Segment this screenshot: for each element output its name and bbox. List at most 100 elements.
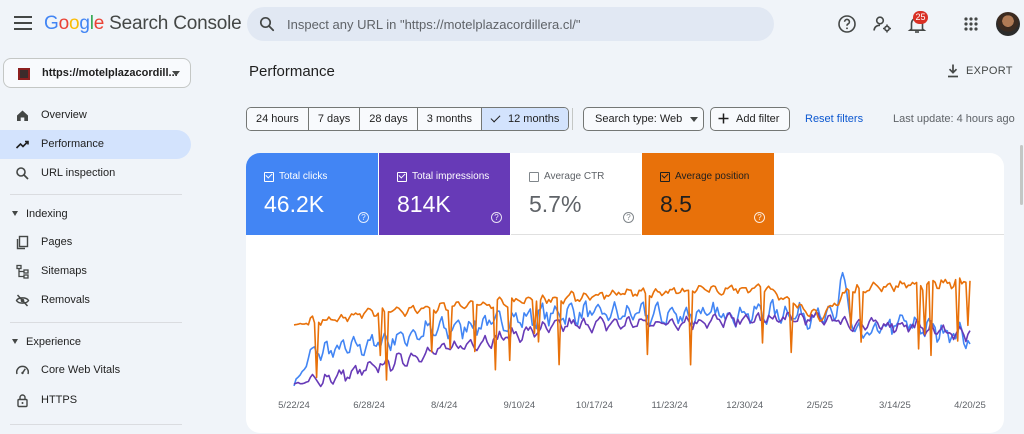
metric-total-clicks[interactable]: Total clicks 46.2K ? (246, 153, 378, 235)
check-icon (490, 112, 501, 123)
help-icon[interactable]: ? (491, 212, 502, 223)
metric-name: Total clicks (279, 171, 328, 182)
range-label: 3 months (426, 113, 473, 125)
x-tick-label: 8/4/24 (431, 400, 457, 411)
metric-average-position[interactable]: Average position 8.5 ? (642, 153, 774, 235)
trending-up-icon (15, 140, 29, 149)
sidebar-item-performance[interactable]: Performance (0, 130, 191, 159)
sidebar-item-label: Performance (41, 138, 104, 150)
sidebar-section-indexing[interactable]: Indexing (0, 203, 191, 225)
x-tick-label: 12/30/24 (726, 400, 763, 411)
toolbar-separator (572, 108, 573, 130)
logo-letter: l (89, 13, 94, 34)
help-icon[interactable]: ? (623, 212, 634, 223)
metric-value: 814K (397, 191, 451, 217)
add-filter-button[interactable]: Add filter (710, 107, 790, 131)
scrollbar[interactable] (1020, 145, 1023, 205)
add-filter-label: Add filter (736, 113, 780, 125)
range-label: 24 hours (256, 113, 299, 125)
sidebar-item-url-inspection[interactable]: URL inspection (0, 159, 191, 188)
performance-line-chart[interactable]: 5/22/24 6/28/24 8/4/24 9/10/24 10/17/24 11/23… (246, 235, 1004, 433)
app-logo[interactable]: Google Search Console (44, 13, 242, 35)
sidebar-item-label: Overview (41, 109, 87, 121)
site-favicon (18, 68, 30, 80)
sidebar-item-overview[interactable]: Overview (0, 101, 191, 130)
visibility-off-icon (15, 294, 30, 307)
sidebar-item-label: Sitemaps (41, 265, 87, 277)
home-icon (17, 110, 28, 121)
notification-count-badge: 25 (913, 11, 928, 24)
caret-down-icon (12, 339, 18, 344)
sidebar-item-core-web-vitals[interactable]: Core Web Vitals (0, 356, 191, 385)
sidebar-item-label: Core Web Vitals (41, 364, 121, 376)
search-icon (259, 16, 275, 32)
series-line-average-position[interactable] (293, 277, 971, 381)
checkbox-checked-icon[interactable] (660, 172, 670, 182)
arrow-drop-down-icon (690, 117, 698, 122)
sidebar-item-label: Removals (41, 294, 90, 306)
manage-accounts-icon[interactable] (871, 13, 893, 35)
x-tick-label: 3/14/25 (879, 400, 911, 411)
property-label: https://motelplazacordill... (42, 67, 178, 79)
range-7-days[interactable]: 7 days (308, 108, 361, 130)
x-tick-label: 2/5/25 (807, 400, 833, 411)
metric-total-impressions[interactable]: Total impressions 814K ? (379, 153, 510, 235)
range-24-hours[interactable]: 24 hours (247, 108, 309, 130)
sidebar-item-pages[interactable]: Pages (0, 228, 191, 257)
checkbox-checked-icon[interactable] (397, 172, 407, 182)
property-selector[interactable]: https://motelplazacordill... (3, 58, 191, 88)
series-line-total-impressions[interactable] (293, 311, 971, 388)
range-12-months[interactable]: 12 months (482, 108, 569, 130)
help-icon[interactable]: ? (358, 212, 369, 223)
speedometer-icon (15, 365, 30, 375)
sidebar-item-sitemaps[interactable]: Sitemaps (0, 257, 191, 286)
metric-name: Total impressions (412, 171, 490, 182)
page-title: Performance (249, 63, 335, 80)
last-update-text: Last update: 4 hours ago (893, 113, 1015, 125)
checkbox-checked-icon[interactable] (264, 172, 274, 182)
account-avatar[interactable] (996, 12, 1020, 36)
x-tick-label: 10/17/24 (576, 400, 613, 411)
logo-letter: o (68, 13, 80, 34)
x-tick-label: 11/23/24 (651, 400, 687, 411)
url-inspection-search[interactable] (247, 7, 774, 41)
sidebar-divider (10, 194, 182, 195)
lock-icon (17, 394, 28, 408)
logo-letter: e (93, 13, 105, 34)
pages-icon (16, 235, 29, 250)
apps-grid-icon[interactable] (960, 13, 982, 35)
logo-letter: g (79, 13, 90, 34)
sidebar-item-label: HTTPS (41, 394, 78, 406)
range-28-days[interactable]: 28 days (360, 108, 418, 130)
search-type-dropdown[interactable]: Search type: Web (583, 107, 704, 131)
x-tick-label: 5/22/24 (278, 400, 310, 411)
x-tick-label: 4/20/25 (954, 400, 986, 411)
menu-icon[interactable] (14, 16, 32, 30)
logo-letter: G (44, 13, 59, 34)
sidebar-divider (10, 322, 182, 323)
export-label: EXPORT (966, 65, 1013, 77)
help-icon[interactable] (836, 13, 858, 35)
metric-name: Average CTR (544, 171, 605, 182)
search-input[interactable] (287, 7, 757, 41)
range-3-months[interactable]: 3 months (417, 108, 483, 130)
plus-icon (718, 113, 729, 124)
section-title: Indexing (26, 208, 68, 220)
search-type-label: Search type: Web (595, 113, 683, 125)
sidebar-divider (10, 424, 182, 425)
series-line-total-clicks[interactable] (293, 271, 971, 387)
checkbox-unchecked-icon[interactable] (529, 172, 539, 182)
x-tick-label: 9/10/24 (503, 400, 535, 411)
performance-chart-card: Total clicks 46.2K ? Total impressions 8… (246, 153, 1004, 433)
chevron-down-icon (172, 71, 180, 76)
section-title: Experience (26, 336, 82, 348)
sidebar-item-https[interactable]: HTTPS (0, 386, 191, 415)
sidebar-item-label: URL inspection (41, 167, 116, 179)
help-icon[interactable]: ? (754, 212, 765, 223)
sidebar-item-removals[interactable]: Removals (0, 286, 191, 315)
metric-average-ctr[interactable]: Average CTR 5.7% ? (511, 153, 641, 235)
range-label: 7 days (317, 113, 351, 125)
sidebar-section-experience[interactable]: Experience (0, 331, 191, 353)
reset-filters-link[interactable]: Reset filters (805, 113, 864, 125)
